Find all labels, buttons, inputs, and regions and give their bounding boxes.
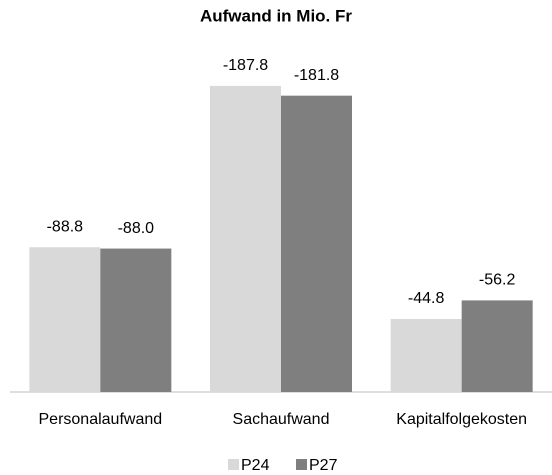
x-tick-label: Sachaufwand: [233, 411, 330, 428]
chart-title: Aufwand in Mio. Fr: [200, 6, 352, 25]
legend-label: P24: [241, 457, 270, 474]
data-label: -88.8: [47, 218, 84, 235]
bar: [29, 247, 101, 392]
bar: [100, 248, 172, 392]
bar: [461, 300, 533, 392]
x-tick-label: Personalaufwand: [39, 411, 163, 428]
data-label: -88.0: [118, 220, 155, 237]
bar: [281, 95, 352, 392]
legend-swatch: [296, 459, 307, 470]
data-label: -56.2: [479, 272, 516, 289]
legend-swatch: [228, 459, 239, 470]
data-label: -187.8: [223, 57, 268, 74]
bar: [210, 85, 281, 393]
bar: [390, 318, 462, 392]
data-label: -44.8: [408, 290, 445, 307]
data-label: -181.8: [294, 67, 339, 84]
legend-label: P27: [309, 457, 338, 474]
x-tick-label: Kapitalfolgekosten: [396, 411, 527, 428]
